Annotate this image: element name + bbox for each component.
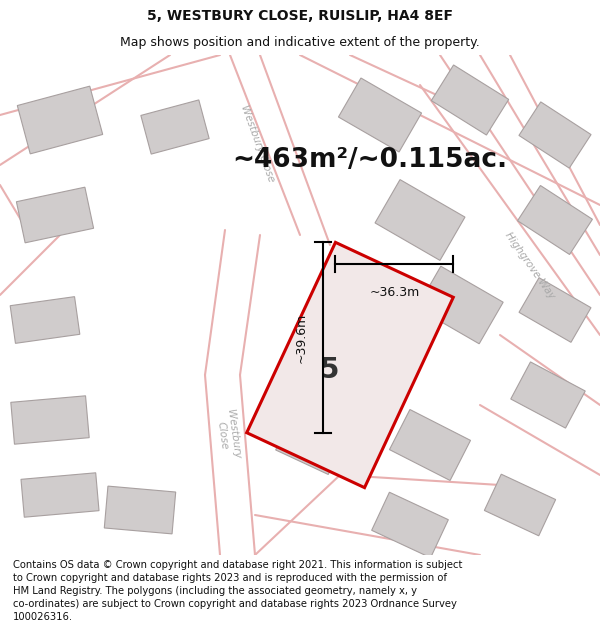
Polygon shape (338, 78, 422, 152)
Text: Westbury Close: Westbury Close (239, 103, 277, 183)
Text: co-ordinates) are subject to Crown copyright and database rights 2023 Ordnance S: co-ordinates) are subject to Crown copyr… (13, 599, 457, 609)
Polygon shape (21, 472, 99, 518)
Polygon shape (431, 65, 509, 135)
Polygon shape (10, 297, 80, 343)
Text: HM Land Registry. The polygons (including the associated geometry, namely x, y: HM Land Registry. The polygons (includin… (13, 586, 417, 596)
Polygon shape (275, 416, 344, 474)
Polygon shape (247, 242, 453, 488)
Polygon shape (141, 100, 209, 154)
Polygon shape (375, 179, 465, 261)
Polygon shape (518, 186, 592, 254)
Text: ~463m²/~0.115ac.: ~463m²/~0.115ac. (232, 147, 508, 173)
Polygon shape (484, 474, 556, 536)
Text: Contains OS data © Crown copyright and database right 2021. This information is : Contains OS data © Crown copyright and d… (13, 560, 463, 570)
Polygon shape (511, 362, 585, 428)
Text: ~39.6m: ~39.6m (295, 312, 308, 362)
Text: to Crown copyright and database rights 2023 and is reproduced with the permissio: to Crown copyright and database rights 2… (13, 573, 447, 583)
Polygon shape (11, 396, 89, 444)
Text: Highgrove Way: Highgrove Way (503, 230, 557, 300)
Text: Westbury
Close: Westbury Close (214, 409, 242, 461)
Text: 5: 5 (320, 356, 340, 384)
Text: 5, WESTBURY CLOSE, RUISLIP, HA4 8EF: 5, WESTBURY CLOSE, RUISLIP, HA4 8EF (147, 9, 453, 24)
Polygon shape (16, 187, 94, 243)
Polygon shape (519, 278, 591, 342)
Polygon shape (17, 86, 103, 154)
Polygon shape (417, 266, 503, 344)
Text: 100026316.: 100026316. (13, 612, 73, 622)
Polygon shape (341, 341, 419, 409)
Polygon shape (519, 102, 591, 168)
Polygon shape (389, 409, 470, 481)
Text: ~36.3m: ~36.3m (369, 286, 419, 299)
Polygon shape (371, 492, 448, 558)
Polygon shape (104, 486, 176, 534)
Text: Map shows position and indicative extent of the property.: Map shows position and indicative extent… (120, 36, 480, 49)
